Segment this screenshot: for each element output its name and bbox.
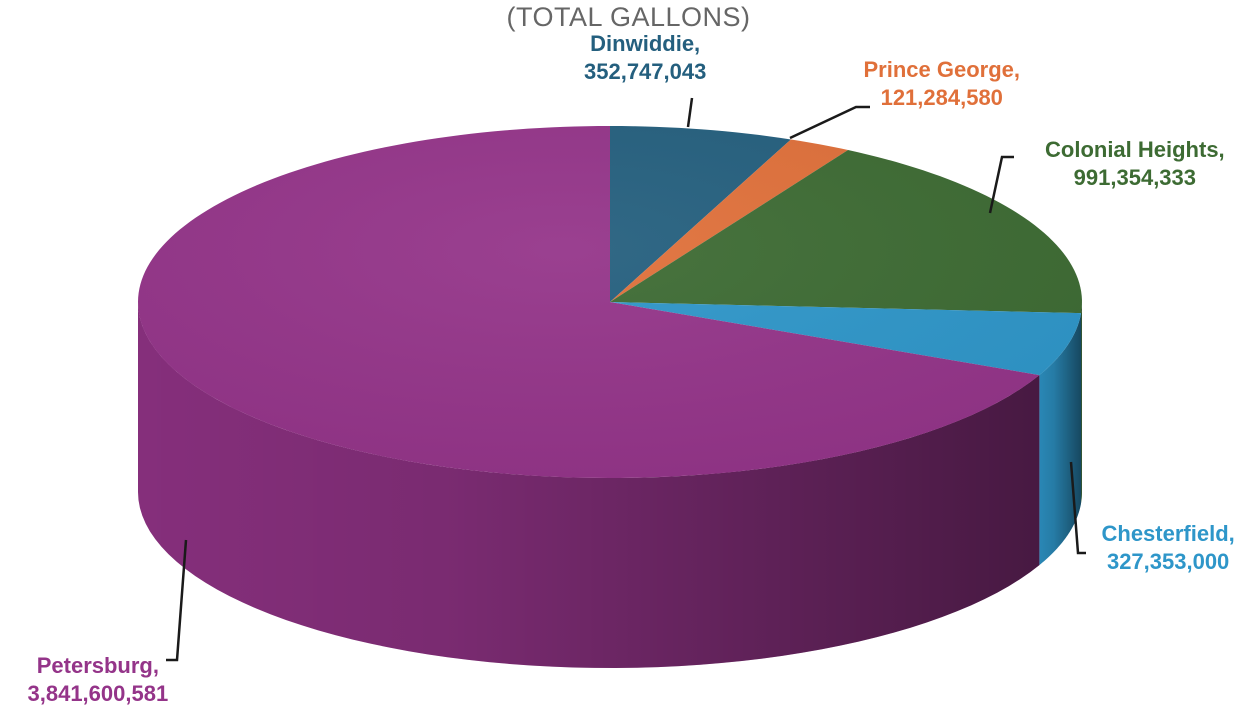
data-label-name: Chesterfield, — [1101, 521, 1235, 546]
data-label-chesterfield: Chesterfield, 327,353,000 — [1102, 520, 1235, 576]
leader-line-dinwiddie — [686, 97, 694, 128]
data-label-value: 352,747,043 — [584, 59, 707, 84]
pie-top-highlight — [138, 126, 1082, 478]
pie-side-shade-chesterfield — [1039, 313, 1082, 566]
data-label-name: Colonial Heights, — [1045, 137, 1225, 162]
data-label-colonial-heights: Colonial Heights, 991,354,333 — [1045, 136, 1225, 192]
data-label-value: 327,353,000 — [1106, 549, 1230, 574]
leader-line-chesterfield — [1069, 461, 1086, 555]
data-label-prince-george: Prince George, 121,284,580 — [864, 56, 1021, 112]
chart-subtitle: (TOTAL GALLONS) — [506, 2, 751, 32]
pie-side-shade-colonial-heights — [1081, 302, 1082, 504]
data-label-value: 121,284,580 — [880, 85, 1003, 110]
data-label-dinwiddie: Dinwiddie, 352,747,043 — [584, 30, 706, 86]
data-label-name: Dinwiddie, — [590, 31, 701, 56]
leader-line-colonial-heights — [988, 155, 1014, 214]
data-label-value: 3,841,600,581 — [27, 681, 169, 706]
pie-side-shade-petersburg — [138, 302, 1040, 668]
data-label-petersburg: Petersburg, 3,841,600,581 — [28, 652, 169, 708]
leader-line-petersburg — [166, 539, 188, 662]
leader-line-prince-george — [789, 105, 870, 140]
data-label-value: 991,354,333 — [1073, 165, 1197, 190]
pie-chart — [138, 97, 1086, 668]
data-label-name: Prince George, — [863, 57, 1021, 82]
data-label-name: Petersburg, — [36, 653, 159, 678]
